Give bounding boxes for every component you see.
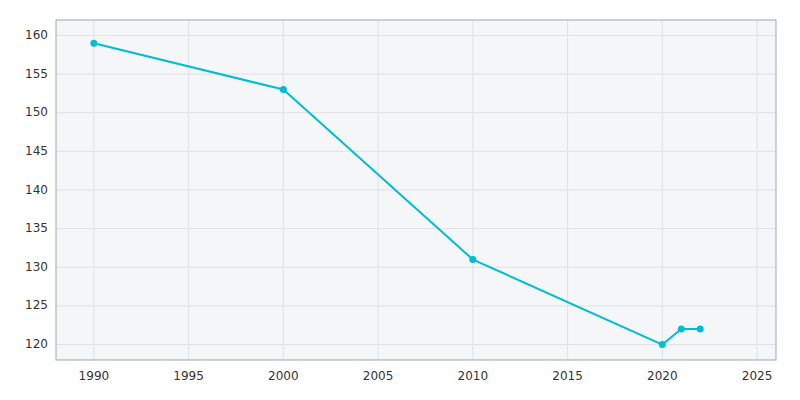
- y-tick-label: 150: [25, 105, 48, 119]
- y-grid-line: [56, 267, 776, 268]
- plot-frame: [56, 20, 776, 360]
- y-grid-line: [56, 74, 776, 75]
- data-marker: [678, 326, 685, 333]
- y-grid-line: [56, 35, 776, 36]
- chart-container: 1990 1995 2000 2005 2010 2015 2020 2025 120 125 13…: [0, 0, 800, 400]
- y-tick-label: 160: [25, 28, 48, 42]
- y-grid-line: [56, 305, 776, 306]
- y-grid-line: [56, 344, 776, 345]
- y-grid-line: [56, 190, 776, 191]
- grid: [56, 20, 776, 360]
- y-tick-label: 145: [25, 144, 48, 158]
- data-marker: [90, 40, 97, 47]
- y-grid-line: [56, 151, 776, 152]
- y-tick-label: 155: [25, 67, 48, 81]
- data-marker: [469, 256, 476, 263]
- y-grid-line: [56, 228, 776, 229]
- x-tick-label: 2010: [458, 369, 489, 383]
- x-tick-label: 2020: [647, 369, 678, 383]
- chart-svg: 1990 1995 2000 2005 2010 2015 2020 2025 120 125 13…: [0, 0, 800, 400]
- x-tick-label: 1995: [173, 369, 204, 383]
- y-tick-label: 140: [25, 183, 48, 197]
- data-group: [90, 40, 703, 348]
- data-marker: [280, 86, 287, 93]
- x-tick-label: 1990: [79, 369, 110, 383]
- y-tick-label: 120: [25, 337, 48, 351]
- x-tick-label: 2015: [552, 369, 583, 383]
- data-marker: [697, 326, 704, 333]
- plot-background: [56, 20, 776, 360]
- y-tick-label: 130: [25, 260, 48, 274]
- y-tick-label: 135: [25, 221, 48, 235]
- data-line: [94, 43, 700, 344]
- data-marker: [659, 341, 666, 348]
- tick-labels: 1990 1995 2000 2005 2010 2015 2020 2025 120 125 13…: [25, 28, 772, 383]
- y-grid-line: [56, 112, 776, 113]
- y-tick-label: 125: [25, 298, 48, 312]
- x-tick-label: 2000: [268, 369, 299, 383]
- x-tick-label: 2005: [363, 369, 394, 383]
- x-tick-label: 2025: [742, 369, 773, 383]
